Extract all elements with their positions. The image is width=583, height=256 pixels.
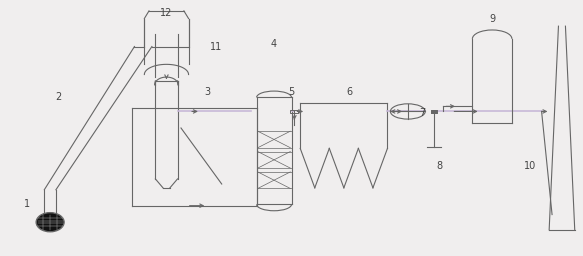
Text: 4: 4: [271, 39, 277, 49]
Text: 7: 7: [419, 108, 426, 118]
Text: 8: 8: [437, 161, 443, 171]
Ellipse shape: [36, 213, 64, 232]
Text: 1: 1: [24, 199, 30, 209]
Text: 5: 5: [289, 87, 294, 97]
Text: 10: 10: [524, 161, 536, 171]
Text: 9: 9: [489, 14, 495, 24]
Bar: [290, 110, 298, 113]
Text: 12: 12: [160, 8, 173, 18]
Text: 3: 3: [204, 87, 210, 97]
Text: 11: 11: [210, 41, 222, 51]
Bar: [431, 110, 437, 113]
Text: 6: 6: [347, 87, 353, 97]
Text: 2: 2: [56, 92, 62, 102]
Bar: [430, 110, 437, 113]
